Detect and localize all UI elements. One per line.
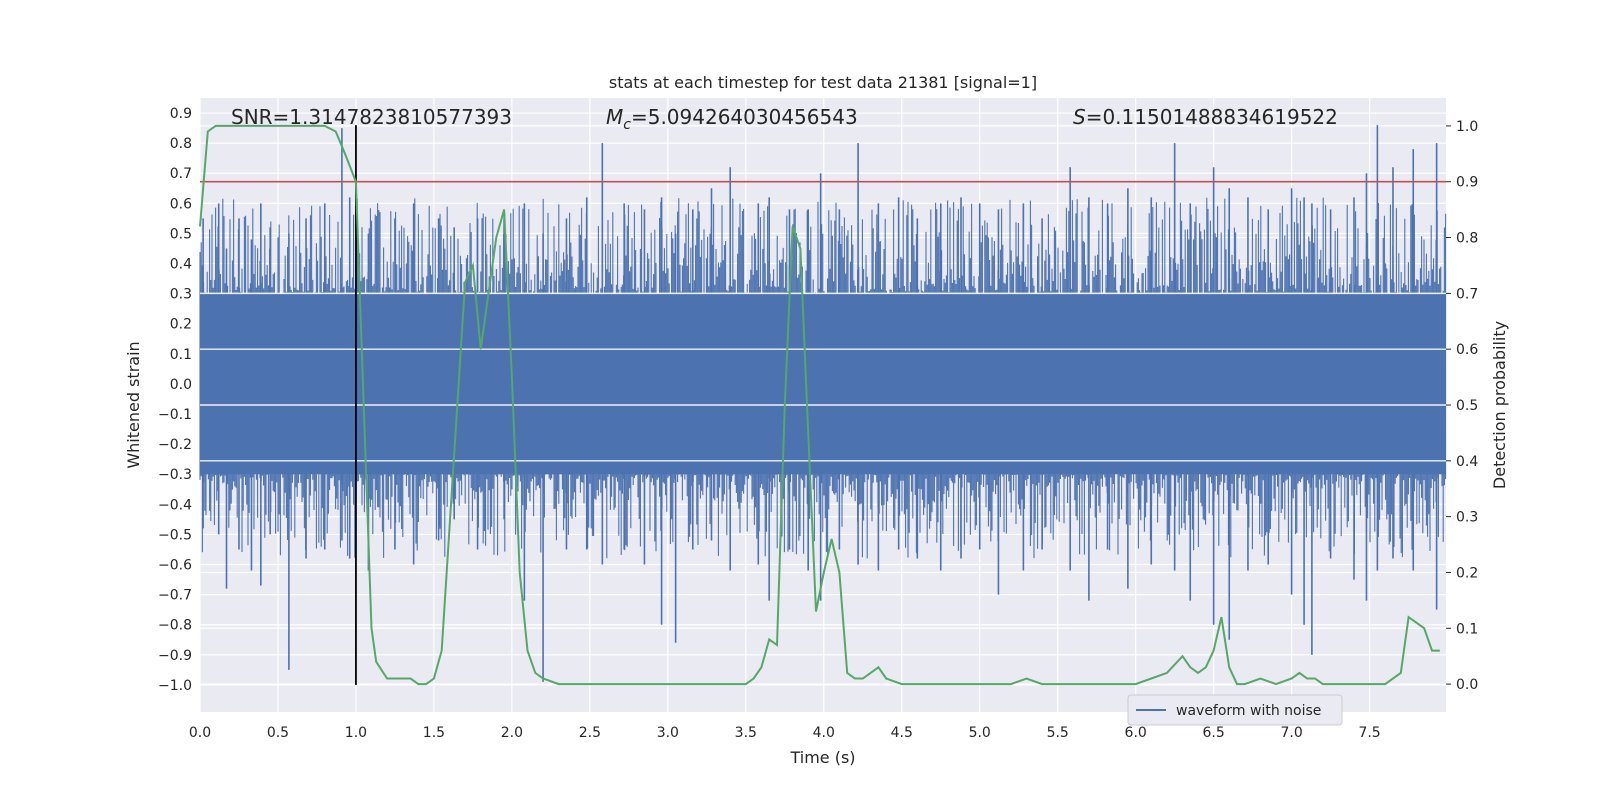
s-symbol: S <box>1073 105 1086 129</box>
y2-tick-label: 0.5 <box>1456 398 1478 414</box>
x-tick-label: 7.0 <box>1280 725 1302 741</box>
chart-title: stats at each timestep for test data 213… <box>609 73 1037 92</box>
waveform-series <box>199 125 1447 682</box>
y-tick-label: −0.1 <box>158 407 192 423</box>
y2-axis-ticks: 1.0 0.9 0.8 0.7 0.6 0.5 0.4 0.3 0.2 0.1 0.0 <box>1446 119 1478 693</box>
y-tick-label: −0.5 <box>158 527 192 543</box>
x-tick-label: 2.0 <box>501 725 523 741</box>
waveform-core <box>200 293 1446 475</box>
y-tick-label: −0.2 <box>158 437 192 453</box>
x-tick-label: 4.0 <box>813 725 835 741</box>
y-tick-label: −0.3 <box>158 467 192 483</box>
y-tick-label: −0.4 <box>158 497 192 513</box>
chirp-mass-value: =5.094264030456543 <box>631 105 858 129</box>
y2-tick-label: 0.1 <box>1456 621 1478 637</box>
x-tick-label: 6.5 <box>1203 725 1225 741</box>
y-tick-label: −0.7 <box>158 588 192 604</box>
snr-annotation: SNR=1.3147823810577393 <box>231 105 512 129</box>
x-tick-label: 2.5 <box>579 725 601 741</box>
y-tick-label: 0.6 <box>170 196 192 212</box>
chirp-mass-symbol: M <box>606 105 623 129</box>
x-axis-label: Time (s) <box>789 748 855 767</box>
y-tick-label: 0.2 <box>170 317 192 333</box>
y2-tick-label: 1.0 <box>1456 119 1478 135</box>
y-tick-label: −0.9 <box>158 648 192 664</box>
y2-tick-label: 0.2 <box>1456 565 1478 581</box>
y-tick-label: 0.8 <box>170 136 192 152</box>
legend: waveform with noise <box>1127 694 1343 726</box>
y-tick-label: −0.8 <box>158 618 192 634</box>
x-tick-label: 1.0 <box>345 725 367 741</box>
legend-box <box>1127 694 1343 726</box>
y2-tick-label: 0.3 <box>1456 510 1478 526</box>
x-tick-label: 4.5 <box>891 725 913 741</box>
y-axis-label: Whitened strain <box>124 341 143 468</box>
chirp-mass-subscript: c <box>623 117 631 133</box>
probability-line <box>199 124 1440 686</box>
s-value: =0.11501488834619522 <box>1086 105 1338 129</box>
y2-axis-label: Detection probability <box>1490 321 1509 489</box>
y2-tick-label: 0.8 <box>1456 231 1478 247</box>
x-tick-label: 5.5 <box>1047 725 1069 741</box>
detection-probability-series <box>199 124 1440 686</box>
x-tick-label: 6.0 <box>1125 725 1147 741</box>
x-tick-label: 1.5 <box>423 725 445 741</box>
y2-tick-label: 0.7 <box>1456 286 1478 302</box>
s-annotation: S=0.11501488834619522 <box>1073 105 1338 129</box>
y-axis-ticks: 0.9 0.8 0.7 0.6 0.5 0.4 0.3 0.2 0.1 0.0 −0.1 −0.2 −0… <box>158 106 192 694</box>
y2-tick-label: 0.4 <box>1456 454 1478 470</box>
y-tick-label: 0.3 <box>170 287 192 303</box>
x-tick-label: 7.5 <box>1358 725 1380 741</box>
y-tick-label: 0.1 <box>170 347 192 363</box>
y-tick-label: 0.7 <box>170 166 192 182</box>
y2-tick-label: 0.6 <box>1456 342 1478 358</box>
y-tick-label: −1.0 <box>158 678 192 694</box>
x-tick-label: 3.5 <box>735 725 757 741</box>
y2-tick-label: 0.9 <box>1456 175 1478 191</box>
x-tick-label: 0.0 <box>189 725 211 741</box>
y-tick-label: 0.4 <box>170 257 192 273</box>
y-tick-label: 0.0 <box>170 377 192 393</box>
chirp-mass-annotation: Mc=5.094264030456543 <box>606 105 858 133</box>
x-axis-ticks: 0.0 0.5 1.0 1.5 2.0 2.5 3.0 3.5 4.0 4.5 5.0 5.5 6.0 6… <box>189 725 1381 741</box>
y-tick-label: 0.9 <box>170 106 192 122</box>
y-tick-label: −0.6 <box>158 558 192 574</box>
x-tick-label: 5.0 <box>969 725 991 741</box>
y2-tick-label: 0.0 <box>1456 677 1478 693</box>
x-tick-label: 0.5 <box>267 725 289 741</box>
legend-entry: waveform with noise <box>1176 703 1321 719</box>
y-tick-label: 0.5 <box>170 226 192 242</box>
x-tick-label: 3.0 <box>657 725 679 741</box>
